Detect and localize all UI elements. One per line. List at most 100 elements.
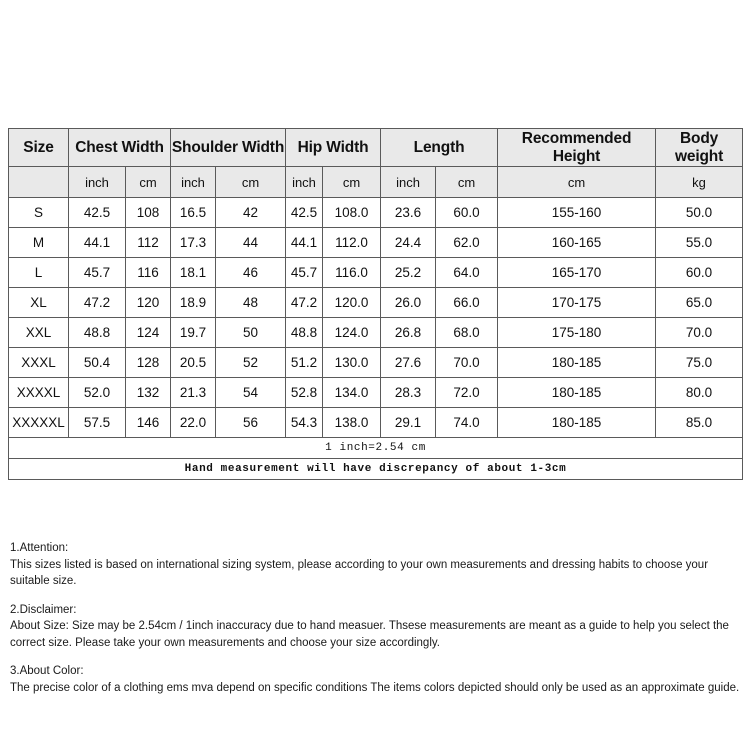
table-row: L 45.7 116 18.1 46 45.7 116.0 25.2 64.0 … (8, 257, 744, 288)
column-header-body-weight: Body weight (655, 128, 744, 167)
table-row: XXL 48.8 124 19.7 50 48.8 124.0 26.8 68.… (8, 317, 744, 348)
note-heading: 1.Attention: (10, 542, 69, 554)
cell-shoulder-cm: 44 (215, 227, 286, 258)
cell-size: XXXXXL (8, 407, 69, 438)
cell-hip-cm: 116.0 (321, 257, 382, 288)
cell-chest-inch: 50.4 (68, 347, 126, 378)
column-header-hip-width: Hip Width (284, 128, 382, 167)
cell-size: S (8, 197, 69, 228)
size-chart-container: Size Chest Width Shoulder Width Hip Widt… (7, 128, 744, 480)
cell-weight-kg: 85.0 (655, 407, 744, 438)
cell-chest-inch: 57.5 (68, 407, 126, 438)
cell-chest-cm: 132 (125, 377, 171, 408)
cell-length-inch: 26.8 (380, 317, 437, 348)
column-header-size: Size (8, 128, 69, 167)
cell-weight-kg: 50.0 (655, 197, 744, 228)
note-body: The precise color of a clothing ems mva … (10, 681, 740, 694)
table-footer-note-row: 1 inch=2.54 cm (7, 437, 744, 459)
cell-length-cm: 68.0 (435, 317, 499, 348)
note-block-disclaimer: 2.Disclaimer: About Size: Size may be 2.… (10, 602, 746, 652)
table-row: XL 47.2 120 18.9 48 47.2 120.0 26.0 66.0… (8, 287, 744, 318)
cell-chest-inch: 45.7 (68, 257, 126, 288)
cell-size: M (8, 227, 69, 258)
unit-header-weight-kg: kg (655, 166, 744, 198)
table-row: XXXL 50.4 128 20.5 52 51.2 130.0 27.6 70… (8, 347, 744, 378)
cell-size: XXXXL (8, 377, 69, 408)
table-body: S 42.5 108 16.5 42 42.5 108.0 23.6 60.0 … (7, 197, 744, 480)
cell-shoulder-inch: 18.9 (170, 287, 216, 318)
table-group-header-row: Size Chest Width Shoulder Width Hip Widt… (8, 128, 744, 167)
cell-shoulder-cm: 42 (215, 197, 286, 228)
table-row: XXXXXL 57.5 146 22.0 56 54.3 138.0 29.1 … (8, 407, 744, 438)
cell-shoulder-cm: 46 (215, 257, 286, 288)
note-heading: 3.About Color: (10, 665, 84, 677)
cell-height-cm: 175-180 (497, 317, 657, 348)
cell-shoulder-inch: 20.5 (170, 347, 216, 378)
cell-shoulder-inch: 16.5 (170, 197, 216, 228)
cell-length-inch: 27.6 (380, 347, 437, 378)
unit-header-shoulder-inch: inch (170, 166, 216, 198)
table-row: M 44.1 112 17.3 44 44.1 112.0 24.4 62.0 … (8, 227, 744, 258)
cell-shoulder-cm: 54 (215, 377, 286, 408)
cell-chest-inch: 48.8 (68, 317, 126, 348)
cell-height-cm: 160-165 (497, 227, 657, 258)
unit-header-chest-inch: inch (68, 166, 126, 198)
cell-chest-cm: 128 (125, 347, 171, 378)
cell-length-cm: 64.0 (435, 257, 499, 288)
cell-size: XXL (8, 317, 69, 348)
cell-chest-inch: 42.5 (68, 197, 126, 228)
cell-shoulder-cm: 56 (215, 407, 286, 438)
cell-shoulder-cm: 50 (215, 317, 286, 348)
cell-length-cm: 74.0 (435, 407, 499, 438)
unit-header-length-inch: inch (380, 166, 437, 198)
note-block-attention: 1.Attention: This sizes listed is based … (10, 540, 746, 590)
note-heading: 2.Disclaimer: (10, 603, 77, 616)
cell-height-cm: 180-185 (497, 407, 657, 438)
column-header-shoulder-width: Shoulder Width (170, 128, 286, 167)
unit-header-length-cm: cm (435, 166, 499, 198)
column-header-recommended-height: Recommended Height (497, 128, 657, 167)
cell-chest-cm: 108 (125, 197, 171, 228)
cell-chest-cm: 112 (125, 227, 171, 258)
cell-length-inch: 26.0 (380, 287, 437, 318)
cell-hip-cm: 130.0 (321, 347, 382, 378)
cell-size: XXXL (8, 347, 69, 378)
cell-chest-cm: 116 (125, 257, 171, 288)
notes-section: 1.Attention: This sizes listed is based … (10, 540, 746, 696)
cell-height-cm: 155-160 (497, 197, 657, 228)
cell-hip-cm: 138.0 (321, 407, 382, 438)
cell-length-cm: 66.0 (435, 287, 499, 318)
note-block-about-color: 3.About Color: The precise color of a cl… (10, 663, 746, 696)
note-body: This sizes listed is based on internatio… (10, 558, 709, 588)
cell-chest-cm: 146 (125, 407, 171, 438)
cell-chest-cm: 124 (125, 317, 171, 348)
table-row: XXXXL 52.0 132 21.3 54 52.8 134.0 28.3 7… (8, 377, 744, 408)
cell-chest-inch: 52.0 (68, 377, 126, 408)
cell-length-cm: 60.0 (435, 197, 499, 228)
cell-height-cm: 170-175 (497, 287, 657, 318)
cell-height-cm: 180-185 (497, 377, 657, 408)
cell-hip-inch: 54.3 (285, 407, 323, 438)
unit-header-hip-inch: inch (285, 166, 323, 198)
table-head: Size Chest Width Shoulder Width Hip Widt… (8, 128, 744, 198)
cell-height-cm: 165-170 (497, 257, 657, 288)
cell-weight-kg: 65.0 (655, 287, 744, 318)
note-body: About Size: Size may be 2.54cm / 1inch i… (10, 620, 729, 649)
cell-hip-cm: 134.0 (321, 377, 382, 408)
cell-hip-inch: 48.8 (285, 317, 323, 348)
unit-header-size (8, 166, 69, 198)
cell-shoulder-cm: 52 (215, 347, 286, 378)
cell-hip-inch: 47.2 (285, 287, 323, 318)
cell-chest-cm: 120 (125, 287, 171, 318)
cell-chest-inch: 47.2 (68, 287, 126, 318)
cell-length-cm: 72.0 (435, 377, 499, 408)
unit-header-shoulder-cm: cm (215, 166, 286, 198)
unit-header-hip-cm: cm (321, 166, 382, 198)
cell-weight-kg: 75.0 (655, 347, 744, 378)
cell-shoulder-inch: 18.1 (170, 257, 216, 288)
unit-header-height-cm: cm (497, 166, 657, 198)
table-row: S 42.5 108 16.5 42 42.5 108.0 23.6 60.0 … (8, 197, 744, 228)
cell-shoulder-cm: 48 (215, 287, 286, 318)
cell-weight-kg: 60.0 (655, 257, 744, 288)
cell-length-cm: 62.0 (435, 227, 499, 258)
